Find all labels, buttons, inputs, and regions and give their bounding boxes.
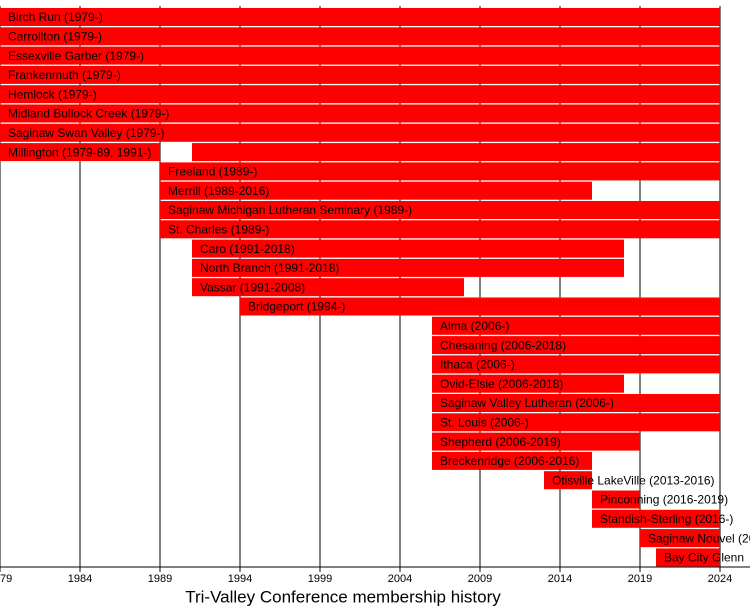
membership-bar (432, 432, 640, 451)
row-label: Bay City Glenn (664, 551, 744, 565)
membership-bar (160, 220, 720, 239)
membership-bar (432, 336, 720, 355)
membership-bar (592, 509, 720, 528)
row-label: Ithaca (2006-) (440, 358, 515, 372)
membership-bar (192, 143, 720, 162)
membership-bar (0, 85, 720, 104)
row-label: Saginaw Nouvel (20 (648, 531, 750, 545)
membership-bar (432, 451, 592, 470)
row-label: Shepherd (2006-2019) (440, 435, 561, 449)
row-label: Breckenridge (2006-2016) (440, 454, 579, 468)
row-label: Saginaw Valley Lutheran (2006-) (440, 396, 614, 410)
membership-bar (192, 258, 624, 277)
membership-bar (544, 471, 592, 490)
x-tick-label: 1994 (228, 573, 252, 585)
membership-bar (192, 239, 624, 258)
row-label: St. Charles (1989-) (168, 222, 269, 236)
membership-bar (432, 316, 720, 335)
membership-bar (160, 201, 720, 219)
membership-bar (0, 27, 720, 46)
row-label: Essexville Garber (1979-) (8, 49, 144, 63)
row-label: Otisville LakeVille (2013-2016) (552, 473, 715, 487)
row-label: Alma (2006-) (440, 319, 509, 333)
x-tick-label: 1979 (0, 573, 12, 585)
membership-bar (0, 46, 720, 65)
membership-bar (160, 181, 592, 200)
chart-title: Tri-Valley Conference membership history (185, 587, 501, 606)
row-label: Frankenmuth (1979-) (8, 68, 121, 82)
row-label: Freeland (1989-) (168, 165, 257, 179)
row-label: Birch Run (1979-) (8, 10, 103, 24)
x-tick-label: 1999 (308, 573, 332, 585)
membership-bar (240, 297, 720, 316)
row-label: Pinconning (2016-2019) (600, 493, 728, 507)
row-label: Chesaning (2006-2018) (440, 338, 566, 352)
x-tick-label: 1984 (68, 573, 92, 585)
row-label: Bridgeport (1994-) (248, 300, 345, 314)
membership-bar (432, 355, 720, 374)
membership-bar (160, 162, 720, 181)
row-label: Saginaw Swan Valley (1979-) (8, 126, 165, 140)
row-label: Standish-Sterling (2016-) (600, 512, 733, 526)
membership-bar (432, 374, 624, 393)
x-tick-label: 2004 (388, 573, 412, 585)
membership-bar (0, 8, 720, 26)
row-label: Saginaw Michigan Lutheran Seminary (1989… (168, 203, 412, 217)
x-tick-label: 2024 (708, 573, 732, 585)
row-label: Merrill (1989-2016) (168, 184, 269, 198)
row-label: Ovid-Elsie (2006-2018) (440, 377, 563, 391)
membership-bar (432, 413, 720, 432)
row-label: North Branch (1991-2018) (200, 261, 339, 275)
row-label: Millington (1979-89, 1991-) (8, 145, 151, 159)
row-label: Carrollton (1979-) (8, 29, 102, 43)
row-label: Caro (1991-2018) (200, 242, 295, 256)
x-tick-label: 2014 (548, 573, 572, 585)
x-tick-label: 1989 (148, 573, 172, 585)
x-tick-label: 2009 (468, 573, 492, 585)
row-label: Vassar (1991-2008) (200, 280, 305, 294)
membership-bar (656, 548, 720, 567)
membership-bar (640, 529, 720, 548)
membership-bar (0, 123, 720, 142)
membership-bar (0, 104, 720, 123)
x-tick-label: 2019 (628, 573, 652, 585)
membership-bar (592, 490, 640, 509)
membership-bar (0, 65, 720, 84)
membership-bar (192, 278, 464, 297)
membership-bar (432, 394, 720, 412)
row-label: St. Louis (2006-) (440, 415, 529, 429)
membership-bar (0, 143, 160, 162)
row-label: Midland Bullock Creek (1979-) (8, 107, 169, 121)
row-label: Hemlock (1979-) (8, 87, 97, 101)
